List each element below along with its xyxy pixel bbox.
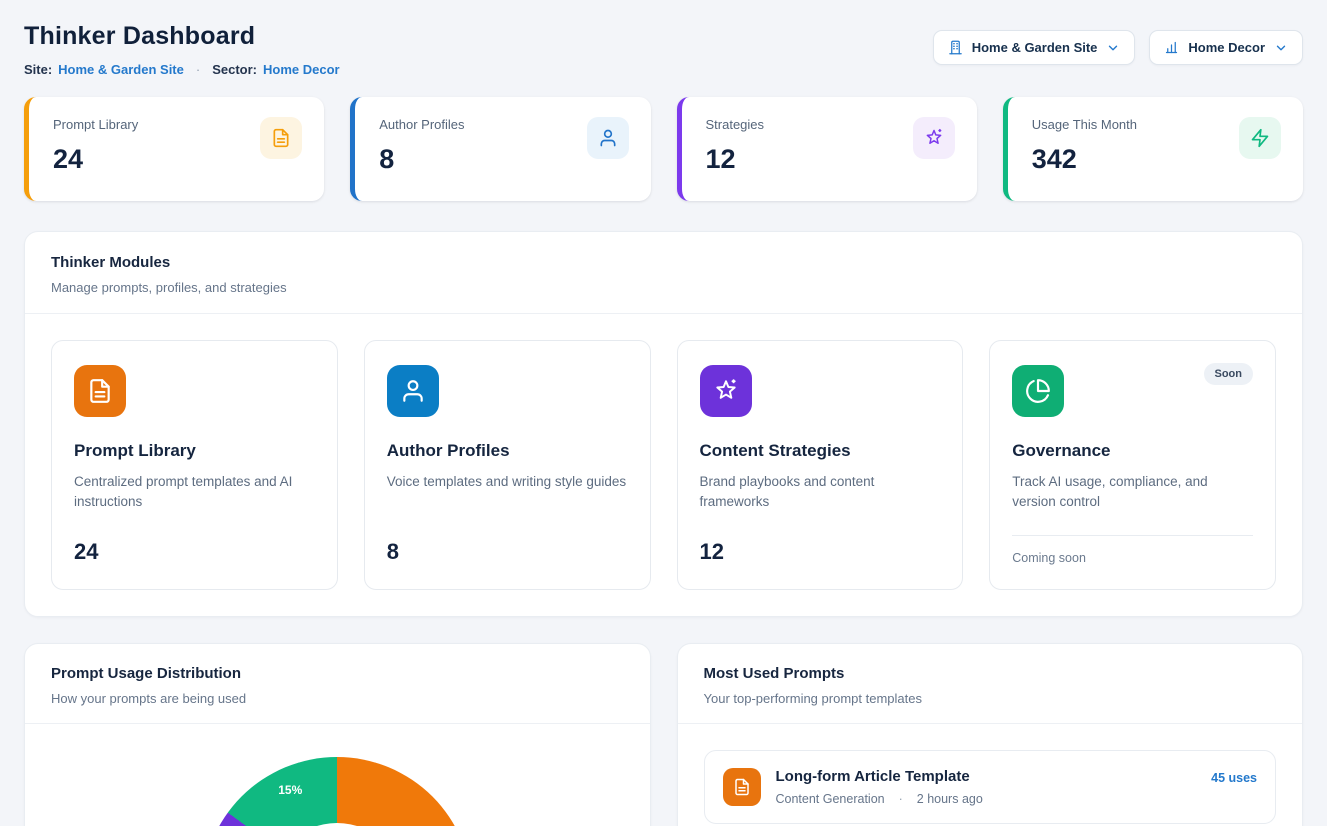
prompt-item-meta: Content Generation · 2 hours ago [776,792,1197,806]
most-used-prompts-card: Most Used Prompts Your top-performing pr… [677,643,1304,826]
coming-soon-text: Coming soon [1012,535,1253,565]
donut-segment-label: 15% [278,783,302,797]
sector-label: Sector: [212,62,257,77]
stats-row: Prompt Library 24 Author Profiles 8 Stra… [24,97,1303,201]
building-icon [948,40,963,55]
donut-chart [202,757,472,826]
sparkle-icon [700,365,752,417]
person-icon [587,117,629,159]
module-title: Prompt Library [74,441,315,461]
header-controls: Home & Garden Site Home Decor [933,30,1303,65]
header-left: Thinker Dashboard Site: Home & Garden Si… [24,22,340,77]
stat-card-author-profiles: Author Profiles 8 [350,97,650,201]
soon-badge: Soon [1204,363,1254,385]
site-selector-dropdown[interactable]: Home & Garden Site [933,30,1136,65]
modules-panel-header: Thinker Modules Manage prompts, profiles… [25,232,1302,314]
bar-chart-icon [1164,40,1179,55]
modules-panel-title: Thinker Modules [51,254,1276,271]
dashboard-page: Thinker Dashboard Site: Home & Garden Si… [0,0,1327,826]
module-description: Brand playbooks and content frameworks [700,472,941,513]
donut-chart-area: 15% [25,757,650,826]
thinker-modules-panel: Thinker Modules Manage prompts, profiles… [24,231,1303,617]
module-title: Governance [1012,441,1253,461]
stat-card-usage: Usage This Month 342 [1003,97,1303,201]
meta-separator: · [899,792,903,806]
prompts-card-title: Most Used Prompts [704,665,1277,682]
prompt-item-title: Long-form Article Template [776,768,1197,785]
donut-wrap: 15% [202,757,472,826]
sector-link[interactable]: Home Decor [263,62,340,77]
module-title: Author Profiles [387,441,628,461]
bottom-row: Prompt Usage Distribution How your promp… [24,643,1303,826]
chevron-down-icon [1274,41,1288,55]
module-count: 8 [387,539,628,565]
prompts-list: Long-form Article Template Content Gener… [678,724,1303,826]
prompts-card-header: Most Used Prompts Your top-performing pr… [678,644,1303,724]
site-label: Site: [24,62,52,77]
module-count: 12 [700,539,941,565]
prompt-item-category: Content Generation [776,792,885,806]
module-card-governance: Soon Governance Track AI usage, complian… [989,340,1276,590]
module-count: 24 [74,539,315,565]
usage-card-title: Prompt Usage Distribution [51,665,624,682]
lightning-icon [1239,117,1281,159]
prompt-usage-card: Prompt Usage Distribution How your promp… [24,643,651,826]
prompt-item-time: 2 hours ago [917,792,983,806]
person-icon [387,365,439,417]
document-icon [74,365,126,417]
modules-panel-subtitle: Manage prompts, profiles, and strategies [51,280,1276,295]
document-icon [723,768,761,806]
sparkle-icon [913,117,955,159]
module-description: Track AI usage, compliance, and version … [1012,472,1253,513]
site-selector-label: Home & Garden Site [972,40,1098,55]
usage-card-header: Prompt Usage Distribution How your promp… [25,644,650,724]
sector-selector-label: Home Decor [1188,40,1265,55]
prompt-list-item[interactable]: Long-form Article Template Content Gener… [704,750,1277,824]
sector-selector-dropdown[interactable]: Home Decor [1149,30,1303,65]
site-link[interactable]: Home & Garden Site [58,62,184,77]
module-card-prompt-library[interactable]: Prompt Library Centralized prompt templa… [51,340,338,590]
module-card-author-profiles[interactable]: Author Profiles Voice templates and writ… [364,340,651,590]
stat-card-prompt-library: Prompt Library 24 [24,97,324,201]
pie-chart-icon [1012,365,1064,417]
page-title: Thinker Dashboard [24,22,340,51]
module-description: Centralized prompt templates and AI inst… [74,472,315,513]
module-card-content-strategies[interactable]: Content Strategies Brand playbooks and c… [677,340,964,590]
chevron-down-icon [1106,41,1120,55]
prompt-item-text: Long-form Article Template Content Gener… [776,768,1197,806]
usage-card-subtitle: How your prompts are being used [51,691,624,706]
prompt-uses-badge: 45 uses [1211,771,1257,785]
breadcrumb-separator: · [196,62,200,77]
prompts-card-subtitle: Your top-performing prompt templates [704,691,1277,706]
modules-grid: Prompt Library Centralized prompt templa… [25,314,1302,616]
module-title: Content Strategies [700,441,941,461]
document-icon [260,117,302,159]
page-header: Thinker Dashboard Site: Home & Garden Si… [24,22,1303,77]
module-description: Voice templates and writing style guides [387,472,628,492]
breadcrumb: Site: Home & Garden Site · Sector: Home … [24,62,340,77]
stat-card-strategies: Strategies 12 [677,97,977,201]
